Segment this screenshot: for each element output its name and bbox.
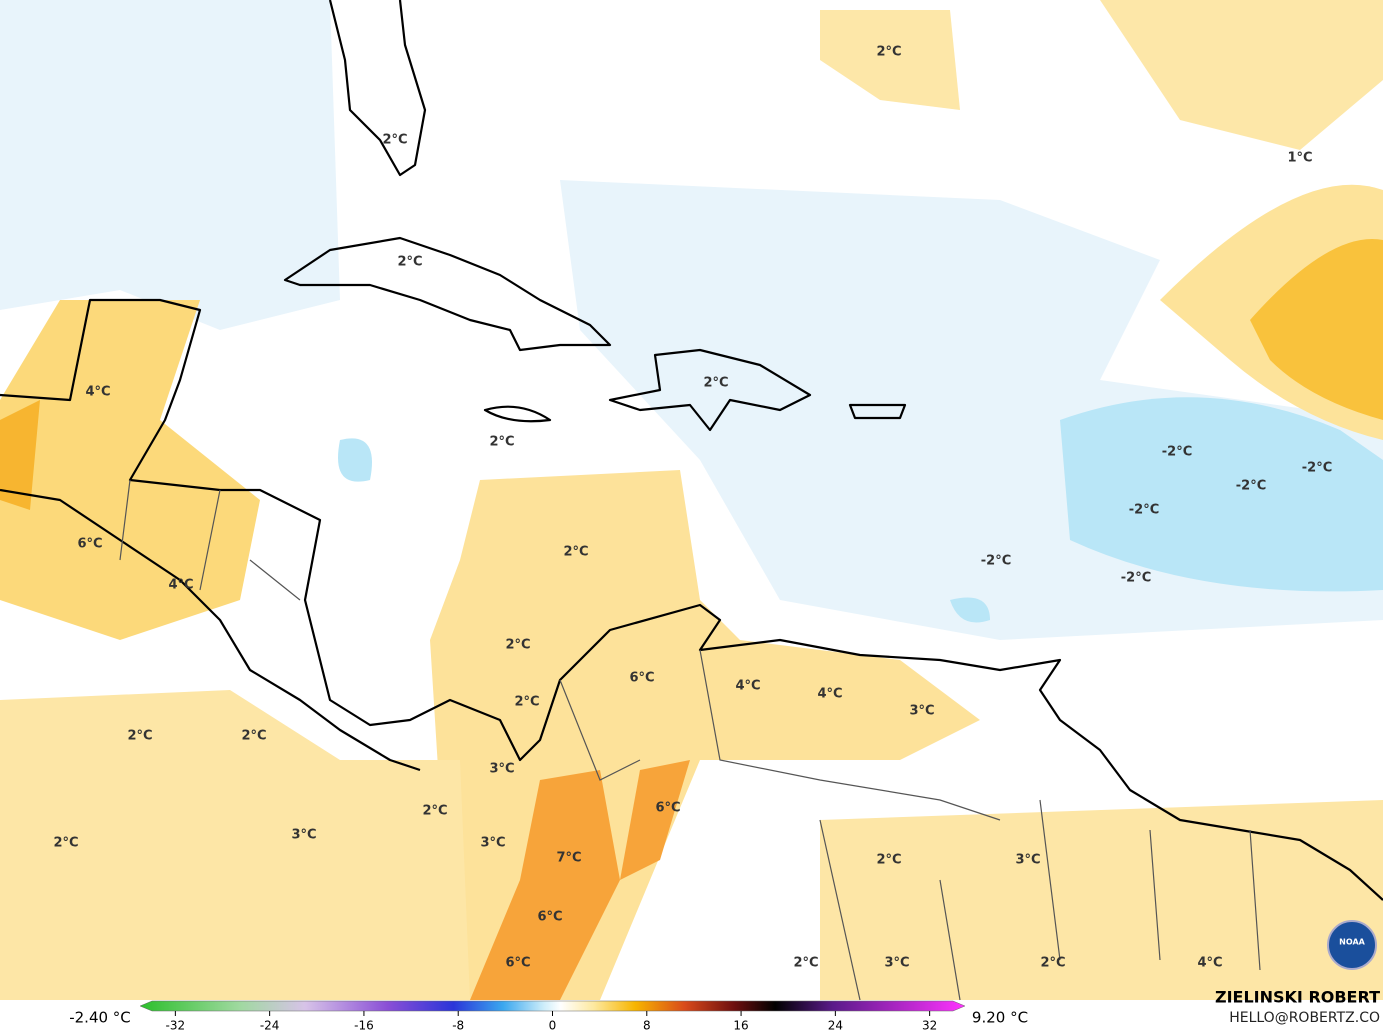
contour-label: 3°C bbox=[291, 828, 316, 843]
anomaly-fill bbox=[0, 0, 1383, 1000]
coastlines bbox=[0, 0, 1383, 901]
contour-label: 6°C bbox=[77, 537, 102, 552]
contour-label: 2°C bbox=[505, 638, 530, 653]
contour-label: 3°C bbox=[489, 762, 514, 777]
contour-label: 4°C bbox=[735, 679, 760, 694]
contour-label: 4°C bbox=[85, 385, 110, 400]
contour-label: 2°C bbox=[422, 804, 447, 819]
max-label: 9.20 °C bbox=[972, 1009, 1028, 1027]
min-label: -2.40 °C bbox=[69, 1009, 131, 1027]
contour-label: 6°C bbox=[629, 671, 654, 686]
colorbar-tick-label: -8 bbox=[452, 1019, 464, 1033]
contour-label: 3°C bbox=[480, 836, 505, 851]
contour-label: 2°C bbox=[382, 133, 407, 148]
contour-label: 6°C bbox=[537, 910, 562, 925]
noaa-logo: NOAA bbox=[1327, 920, 1377, 970]
contour-label: 2°C bbox=[876, 45, 901, 60]
contour-label: 4°C bbox=[168, 578, 193, 593]
contour-label: -2°C bbox=[1162, 445, 1192, 460]
contour-label: -2°C bbox=[981, 554, 1011, 569]
colorbar: -2.40 °C 9.20 °C -32 -24 -16 -8 0 8 16 24 32 bbox=[69, 1000, 1028, 1033]
colorbar-tick-label: 24 bbox=[828, 1019, 843, 1033]
colorbar-tick-label: 32 bbox=[922, 1019, 937, 1033]
colorbar-tick-label: -16 bbox=[354, 1019, 374, 1033]
contour-label: 2°C bbox=[876, 853, 901, 868]
contour-label: 2°C bbox=[703, 376, 728, 391]
colorbar-tick-label: -24 bbox=[260, 1019, 280, 1033]
contour-label: 4°C bbox=[817, 687, 842, 702]
contour-label: 2°C bbox=[489, 435, 514, 450]
contour-label: -2°C bbox=[1129, 503, 1159, 518]
contour-label: 1°C bbox=[1287, 151, 1312, 166]
colorbar-tick-label: 0 bbox=[549, 1019, 557, 1033]
contour-label: -2°C bbox=[1302, 461, 1332, 476]
contour-label: 6°C bbox=[505, 956, 530, 971]
colorbar-tick-label: -32 bbox=[166, 1019, 186, 1033]
contour-label: 3°C bbox=[909, 704, 934, 719]
colorbar-bar bbox=[139, 1000, 966, 1012]
contour-label: 2°C bbox=[1040, 956, 1065, 971]
contour-label: -2°C bbox=[1236, 479, 1266, 494]
credit-contact: HELLO@ROBERTZ.CO bbox=[1229, 1010, 1380, 1026]
contour-labels: 2°C 2°C 1°C 2°C 4°C 2°C 2°C -2°C -2°C -2°C -2°C 6°C… bbox=[53, 45, 1332, 971]
contour-label: 2°C bbox=[793, 956, 818, 971]
contour-label: 6°C bbox=[655, 801, 680, 816]
contour-label: 2°C bbox=[127, 729, 152, 744]
logo-text: NOAA bbox=[1339, 938, 1365, 947]
contour-label: 3°C bbox=[884, 956, 909, 971]
contour-label: 3°C bbox=[1015, 853, 1040, 868]
colorbar-tick-label: 8 bbox=[643, 1019, 651, 1033]
contour-label: 2°C bbox=[241, 729, 266, 744]
contour-label: 4°C bbox=[1197, 956, 1222, 971]
borders bbox=[119, 479, 1261, 1001]
contour-label: 2°C bbox=[563, 545, 588, 560]
colorbar-tick-label: 16 bbox=[733, 1019, 748, 1033]
credit-author: ZIELINSKI ROBERT bbox=[1215, 988, 1380, 1007]
contour-label: 2°C bbox=[53, 836, 78, 851]
contour-label: 2°C bbox=[397, 255, 422, 270]
contour-label: 2°C bbox=[514, 695, 539, 710]
contour-label: -2°C bbox=[1121, 571, 1151, 586]
contour-label: 7°C bbox=[556, 851, 581, 866]
